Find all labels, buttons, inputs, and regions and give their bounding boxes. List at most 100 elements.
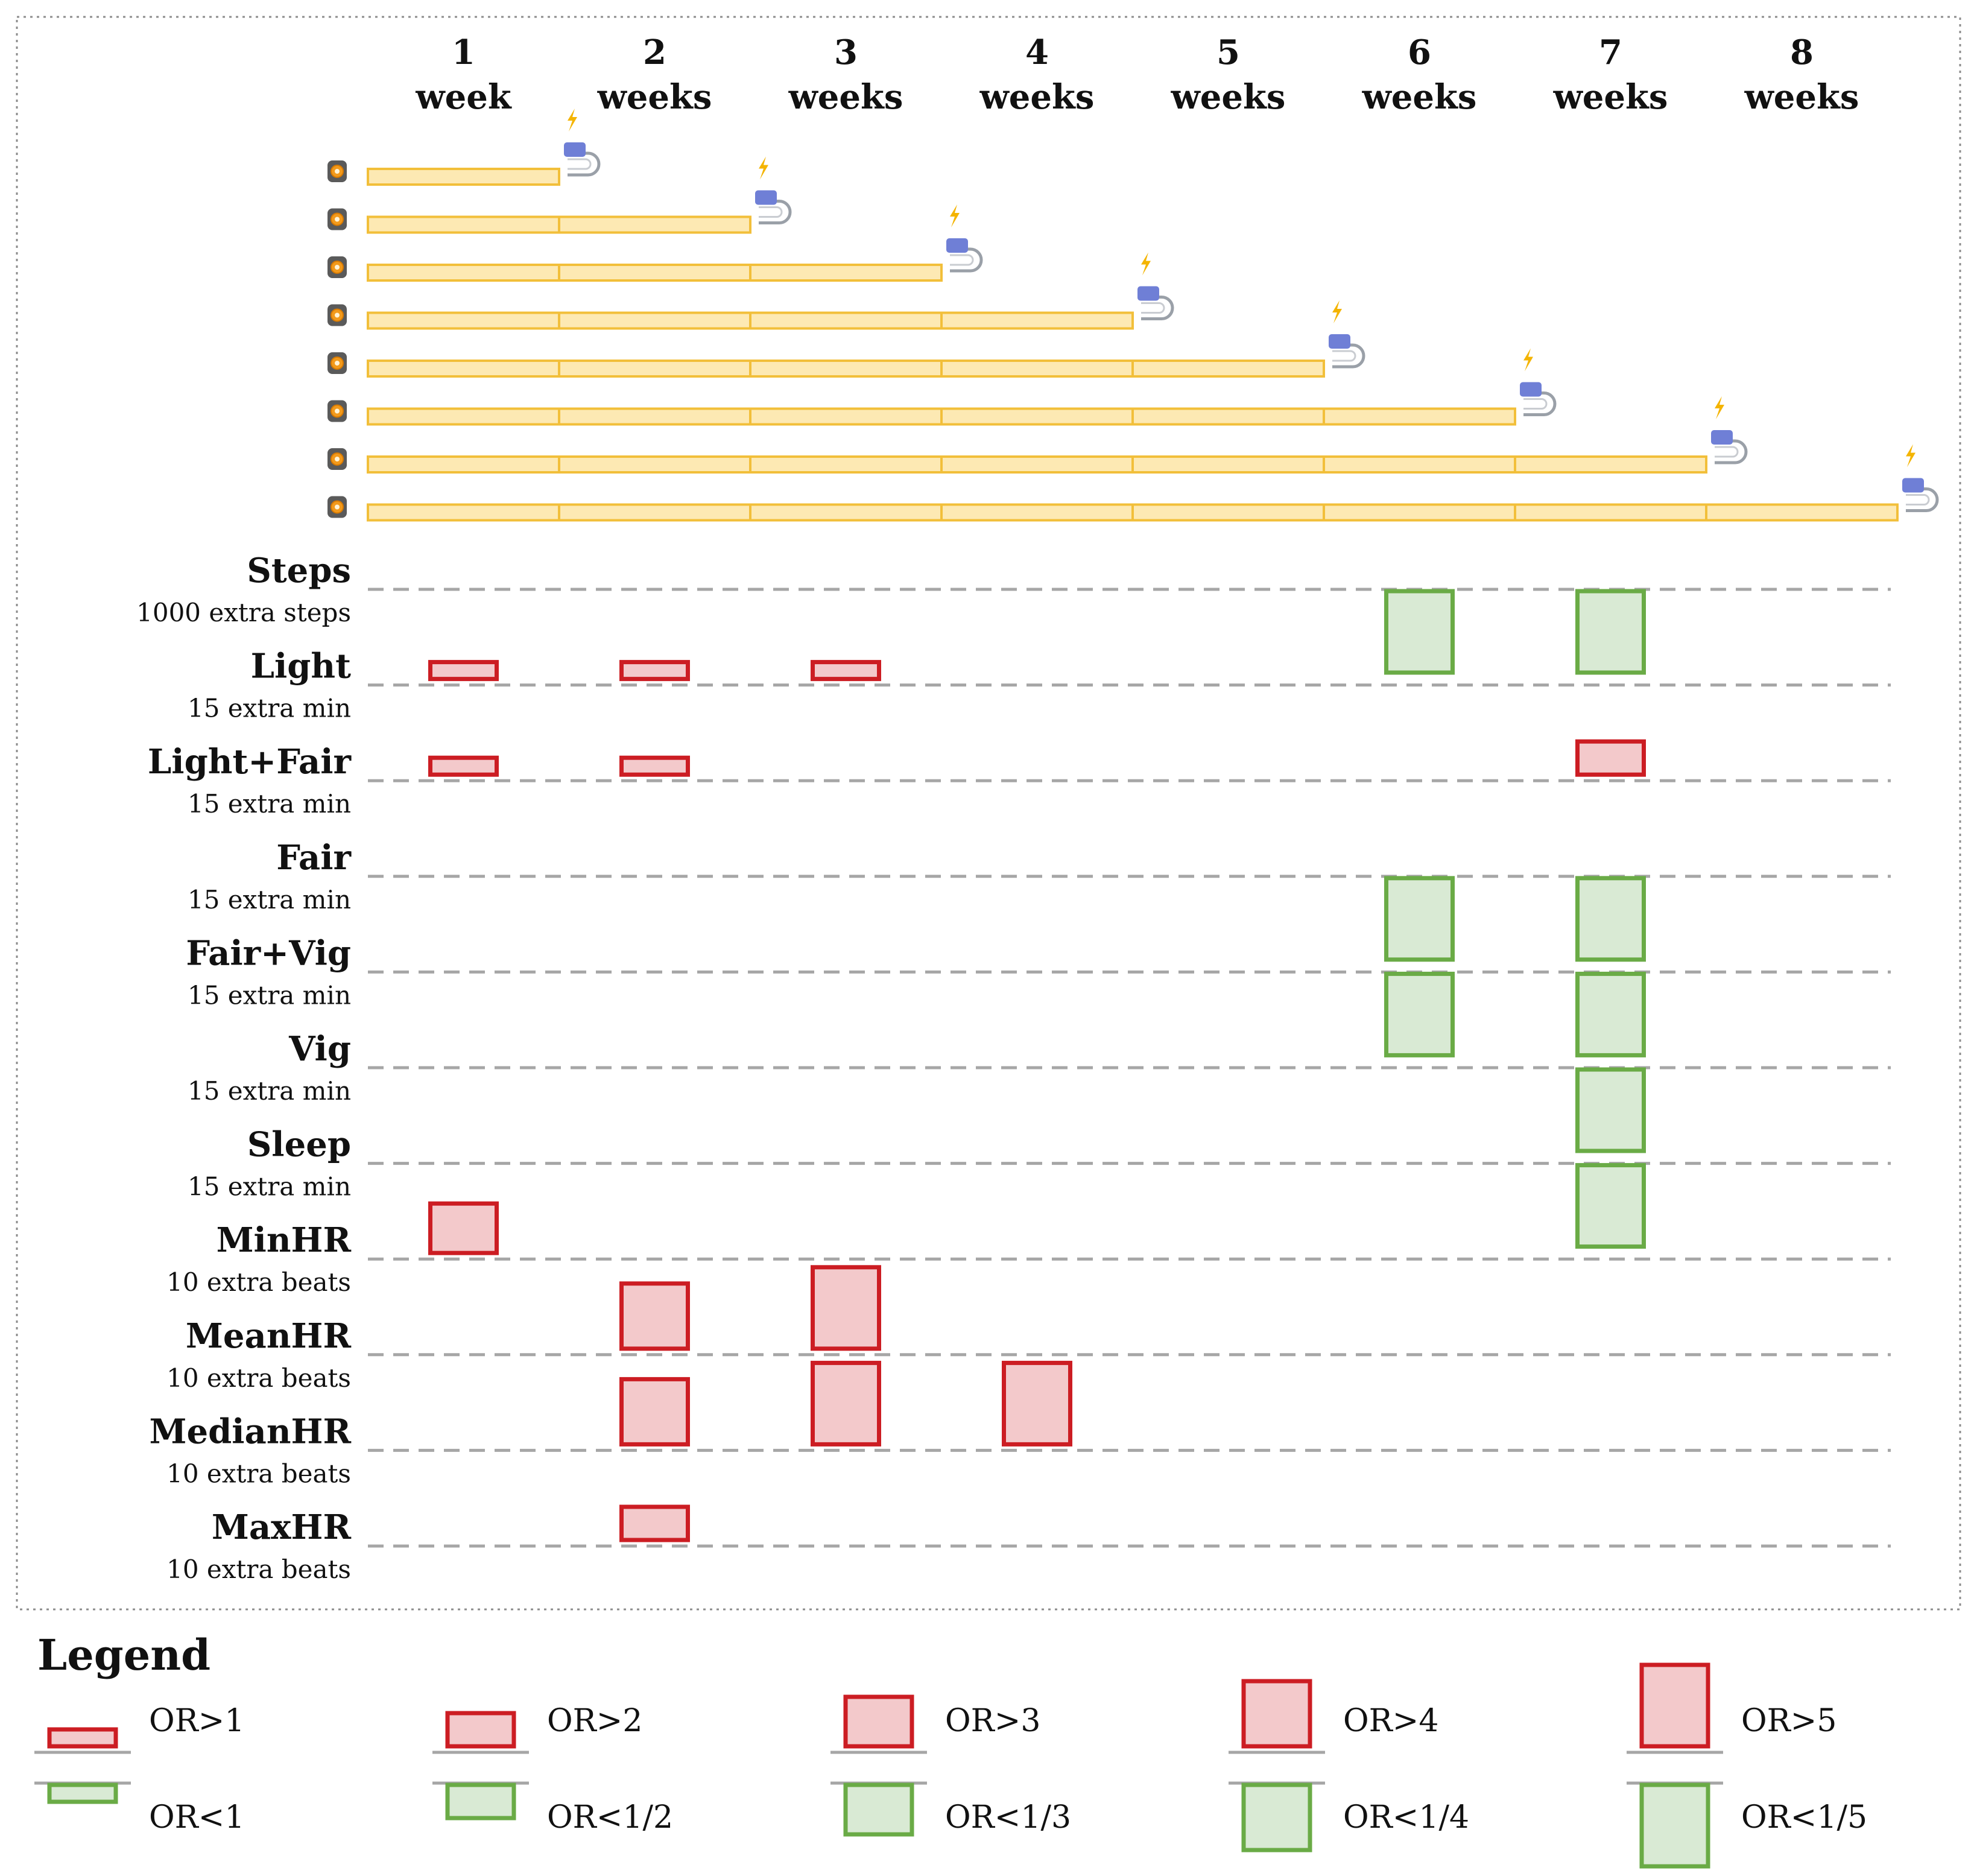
week-bar-segment [1323, 455, 1516, 474]
week-bar-segment [558, 215, 751, 234]
week-bar-segment [558, 311, 751, 330]
odds-ratio-marker-positive [1575, 739, 1646, 777]
legend-marker-positive [843, 1694, 914, 1749]
week-number: 3 [834, 33, 858, 72]
legend: OR>1OR<1OR>2OR<1/2OR>3OR<1/3OR>4OR<1/4OR… [34, 1662, 1867, 1869]
week-bar-segment [367, 503, 560, 522]
week-number: 7 [1599, 33, 1622, 72]
variable-increment: 10 extra beats [166, 1554, 351, 1584]
variable-name: Sleep [247, 1125, 351, 1165]
charger-icon [755, 190, 792, 224]
timeline-row [327, 444, 1939, 522]
legend-label-negative: OR<1/4 [1343, 1799, 1469, 1836]
timeline-row [327, 300, 1365, 378]
week-bar-segment [940, 455, 1134, 474]
week-unit-label: weeks [788, 77, 903, 117]
odds-ratio-marker-positive [811, 1265, 881, 1351]
week-column-headers: 1 week 2 weeks 3 weeks 4 weeks 5 weeks 6 weeks 7 week… [415, 33, 1859, 117]
week-bar-segment [1131, 360, 1325, 378]
odds-ratio-marker-negative [1384, 876, 1455, 962]
legend-label-positive: OR>1 [149, 1703, 244, 1739]
charger-icon [1711, 430, 1748, 464]
odds-ratio-marker-negative [1575, 971, 1646, 1057]
week-bar-segment [558, 407, 751, 426]
legend-item: OR>3 OR<1/3 [830, 1694, 1071, 1837]
legend-label-positive: OR>2 [547, 1703, 642, 1739]
legend-label-negative: OR<1/2 [547, 1799, 673, 1836]
smartwatch-icon [327, 352, 347, 374]
week-bar-segment [940, 503, 1134, 522]
week-bar-segment [749, 407, 943, 426]
week-bar-segment [1131, 455, 1325, 474]
week-bar-segment [940, 311, 1134, 330]
charger-icon [1520, 382, 1557, 416]
lightning-icon [950, 204, 960, 227]
variable-increment: 15 extra min [188, 885, 351, 914]
timeline-row [327, 109, 601, 186]
effect-markers [428, 589, 1646, 1542]
odds-ratio-marker-positive [811, 1360, 881, 1447]
legend-marker-positive [47, 1727, 118, 1749]
variable-name: MinHR [217, 1220, 352, 1260]
legend-marker-negative [47, 1783, 118, 1804]
odds-ratio-marker-positive [619, 1377, 690, 1447]
variable-increment: 15 extra min [188, 694, 351, 723]
smartwatch-icon [327, 400, 347, 422]
variable-increment: 15 extra min [188, 1076, 351, 1106]
odds-ratio-marker-negative [1575, 589, 1646, 675]
week-bar-segment [940, 407, 1134, 426]
smartwatch-icon [327, 304, 347, 326]
smartwatch-icon [327, 208, 347, 230]
timeline-row [327, 348, 1557, 426]
smartwatch-icon [327, 160, 347, 182]
variable-name: MaxHR [212, 1507, 352, 1547]
legend-item: OR>1 OR<1 [34, 1703, 244, 1836]
variable-name: Steps [247, 551, 351, 591]
odds-ratio-marker-positive [619, 1281, 690, 1351]
odds-ratio-marker-positive [619, 1504, 690, 1542]
legend-label-positive: OR>4 [1343, 1703, 1438, 1739]
week-number: 1 [452, 33, 475, 72]
odds-ratio-marker-positive [428, 660, 499, 682]
week-bar-segment [367, 455, 560, 474]
lightning-icon [1715, 396, 1724, 419]
week-bar-segment [749, 360, 943, 378]
week-bar-segment [1705, 503, 1899, 522]
timeline-row [327, 252, 1174, 330]
week-bar-segment [367, 264, 560, 282]
legend-marker-positive [1639, 1662, 1710, 1749]
week-bar-segment [749, 311, 943, 330]
timeline-row [327, 156, 792, 234]
week-number: 4 [1025, 33, 1049, 72]
legend-item: OR>2 OR<1/2 [432, 1703, 673, 1836]
week-bar-segment [1131, 503, 1325, 522]
week-bar-segment [1323, 503, 1516, 522]
variable-name: MeanHR [186, 1316, 352, 1356]
smartwatch-icon [327, 256, 347, 278]
smartwatch-icon [327, 496, 347, 518]
week-bar-segment [367, 360, 560, 378]
week-unit-label: weeks [597, 77, 712, 117]
legend-label-negative: OR<1/5 [1741, 1799, 1867, 1836]
variable-row: MedianHR 10 extra beats [150, 1412, 1891, 1488]
variable-increment: 10 extra beats [166, 1363, 351, 1393]
week-bar-segment [749, 455, 943, 474]
odds-ratio-marker-negative [1575, 876, 1646, 962]
variable-row: Light+Fair 15 extra min [148, 742, 1891, 819]
legend-label-negative: OR<1/3 [945, 1799, 1071, 1836]
week-bar-segment [367, 311, 560, 330]
variable-increment: 15 extra min [188, 1172, 351, 1202]
week-number: 2 [643, 33, 666, 72]
week-bar-segment [558, 455, 751, 474]
legend-item: OR>4 OR<1/4 [1229, 1679, 1469, 1852]
variable-increment: 15 extra min [188, 980, 351, 1010]
week-bar-segment [558, 360, 751, 378]
legend-item: OR>5 OR<1/5 [1627, 1662, 1867, 1869]
odds-ratio-marker-positive [619, 755, 690, 777]
odds-ratio-marker-positive [428, 1201, 499, 1255]
legend-marker-negative [843, 1783, 914, 1837]
lightning-icon [1332, 300, 1342, 323]
variable-row: Fair+Vig 15 extra min [186, 933, 1891, 1010]
variable-row: Light 15 extra min [188, 647, 1891, 723]
